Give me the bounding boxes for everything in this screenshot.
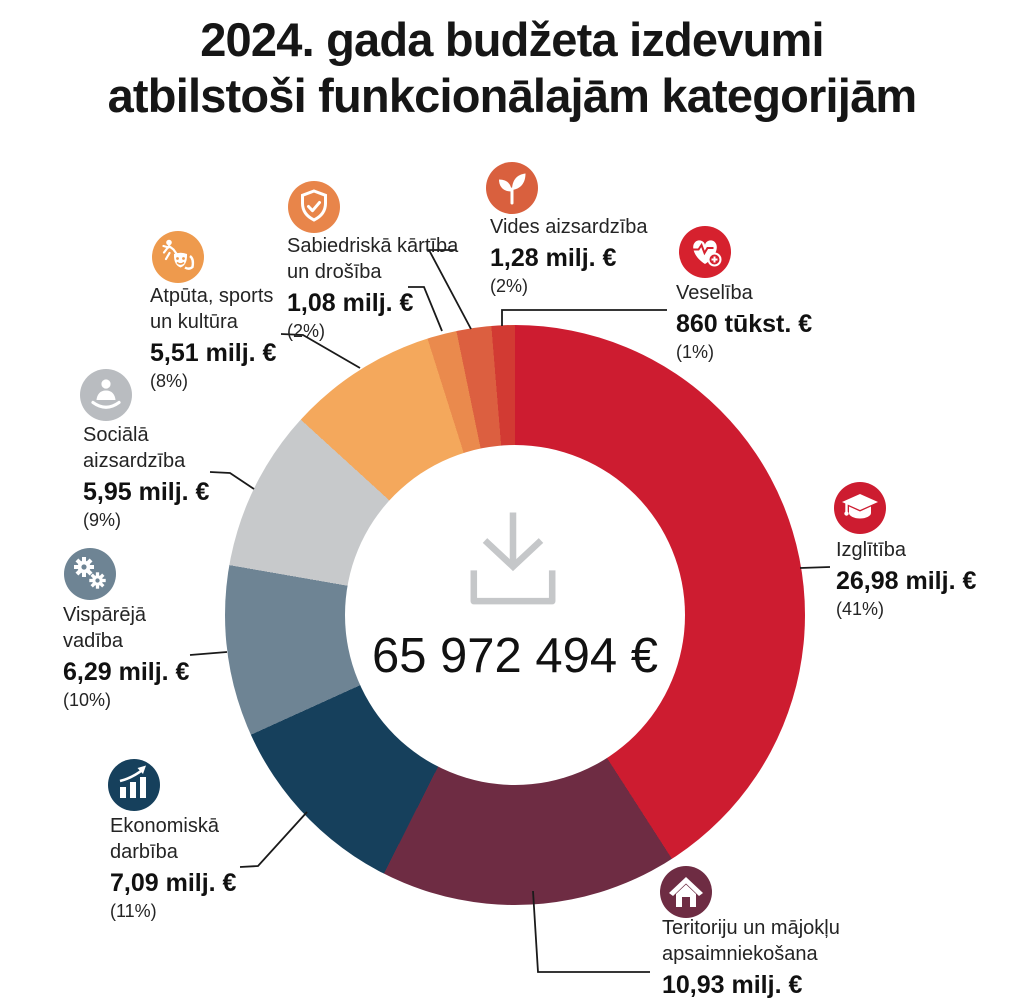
category-label-veseliba: Veselība 860 tūkst. € (1%) xyxy=(676,280,812,364)
category-percent: (11%) xyxy=(110,901,157,921)
graduation-cap-icon xyxy=(834,482,886,534)
category-name: Sabiedriskā kārtība xyxy=(287,235,459,257)
download-icon xyxy=(457,505,569,622)
category-label-sociala: Sociālā aizsardzība 5,95 milj. € (9%) xyxy=(83,422,209,532)
donut-chart xyxy=(225,325,805,905)
leisure-masks-icon xyxy=(152,231,204,283)
donut-hole xyxy=(345,445,685,785)
category-percent: (9%) xyxy=(83,510,122,530)
page-title: 2024. gada budžeta izdevumi atbilstoši f… xyxy=(0,12,1024,124)
category-name: Vispārējā xyxy=(63,604,147,626)
shield-check-icon xyxy=(288,181,340,233)
category-label-teritoriju: Teritoriju un mājokļu apsaimniekošana 10… xyxy=(662,915,840,1004)
category-label-izglitiba: Izglītība 26,98 milj. € (41%) xyxy=(836,537,976,621)
category-name: apsaimniekošana xyxy=(662,943,818,965)
leader-line-vispareja xyxy=(189,651,228,656)
leader-line-veseliba xyxy=(501,309,667,326)
category-name: vadība xyxy=(63,630,124,652)
category-name: Ekonomiskā xyxy=(110,815,219,837)
category-value: 1,28 milj. € xyxy=(490,244,617,272)
house-icon xyxy=(660,866,712,918)
category-name: un drošība xyxy=(287,261,382,283)
page-title-line1: 2024. gada budžeta izdevumi xyxy=(200,13,824,66)
gears-icon xyxy=(64,548,116,600)
leaf-icon xyxy=(486,162,538,214)
category-name: aizsardzība xyxy=(83,450,186,472)
category-name: Sociālā xyxy=(83,424,149,446)
category-label-vides: Vides aizsardzība 1,28 milj. € (2%) xyxy=(490,214,648,298)
category-name: darbība xyxy=(110,841,178,863)
total-amount: 65 972 494 € xyxy=(371,629,659,683)
bar-chart-growth-icon xyxy=(108,759,160,811)
leader-line-ekonomiska xyxy=(239,811,308,868)
category-value: 5,95 milj. € xyxy=(83,478,210,506)
category-name: Teritoriju un mājokļu xyxy=(662,917,840,939)
category-label-atputa: Atpūta, sports un kultūra 5,51 milj. € (… xyxy=(150,283,276,393)
category-value: 860 tūkst. € xyxy=(676,310,813,338)
leader-line-sociala xyxy=(209,471,255,490)
category-name: Vides aizsardzība xyxy=(490,216,648,238)
category-percent: (10%) xyxy=(63,690,112,710)
category-percent: (41%) xyxy=(836,599,885,619)
category-value: 1,08 milj. € xyxy=(287,289,414,317)
category-name: Atpūta, sports xyxy=(150,285,274,307)
leader-line-izglitiba xyxy=(799,566,831,569)
category-label-sabiedriska: Sabiedriskā kārtība un drošība 1,08 milj… xyxy=(287,233,458,343)
leader-line-teritoriju xyxy=(532,890,650,973)
category-label-vispareja: Vispārējā vadība 6,29 milj. € (10%) xyxy=(63,602,189,712)
category-value: 6,29 milj. € xyxy=(63,658,190,686)
care-hand-icon xyxy=(80,369,132,421)
category-value: 7,09 milj. € xyxy=(110,869,237,897)
category-percent: (8%) xyxy=(150,371,189,391)
heart-pulse-icon xyxy=(679,226,731,278)
category-percent: (1%) xyxy=(676,342,715,362)
category-value: 26,98 milj. € xyxy=(836,567,977,595)
category-name: un kultūra xyxy=(150,311,238,333)
category-value: 5,51 milj. € xyxy=(150,339,277,367)
category-label-ekonomiska: Ekonomiskā darbība 7,09 milj. € (11%) xyxy=(110,813,236,923)
category-percent: (2%) xyxy=(490,276,529,296)
category-name: Izglītība xyxy=(836,539,907,561)
category-value: 10,93 milj. € xyxy=(662,971,803,999)
page-title-line2: atbilstoši funkcionālajām kategorijām xyxy=(107,69,918,122)
category-name: Veselība xyxy=(676,282,753,304)
category-percent: (2%) xyxy=(287,321,326,341)
